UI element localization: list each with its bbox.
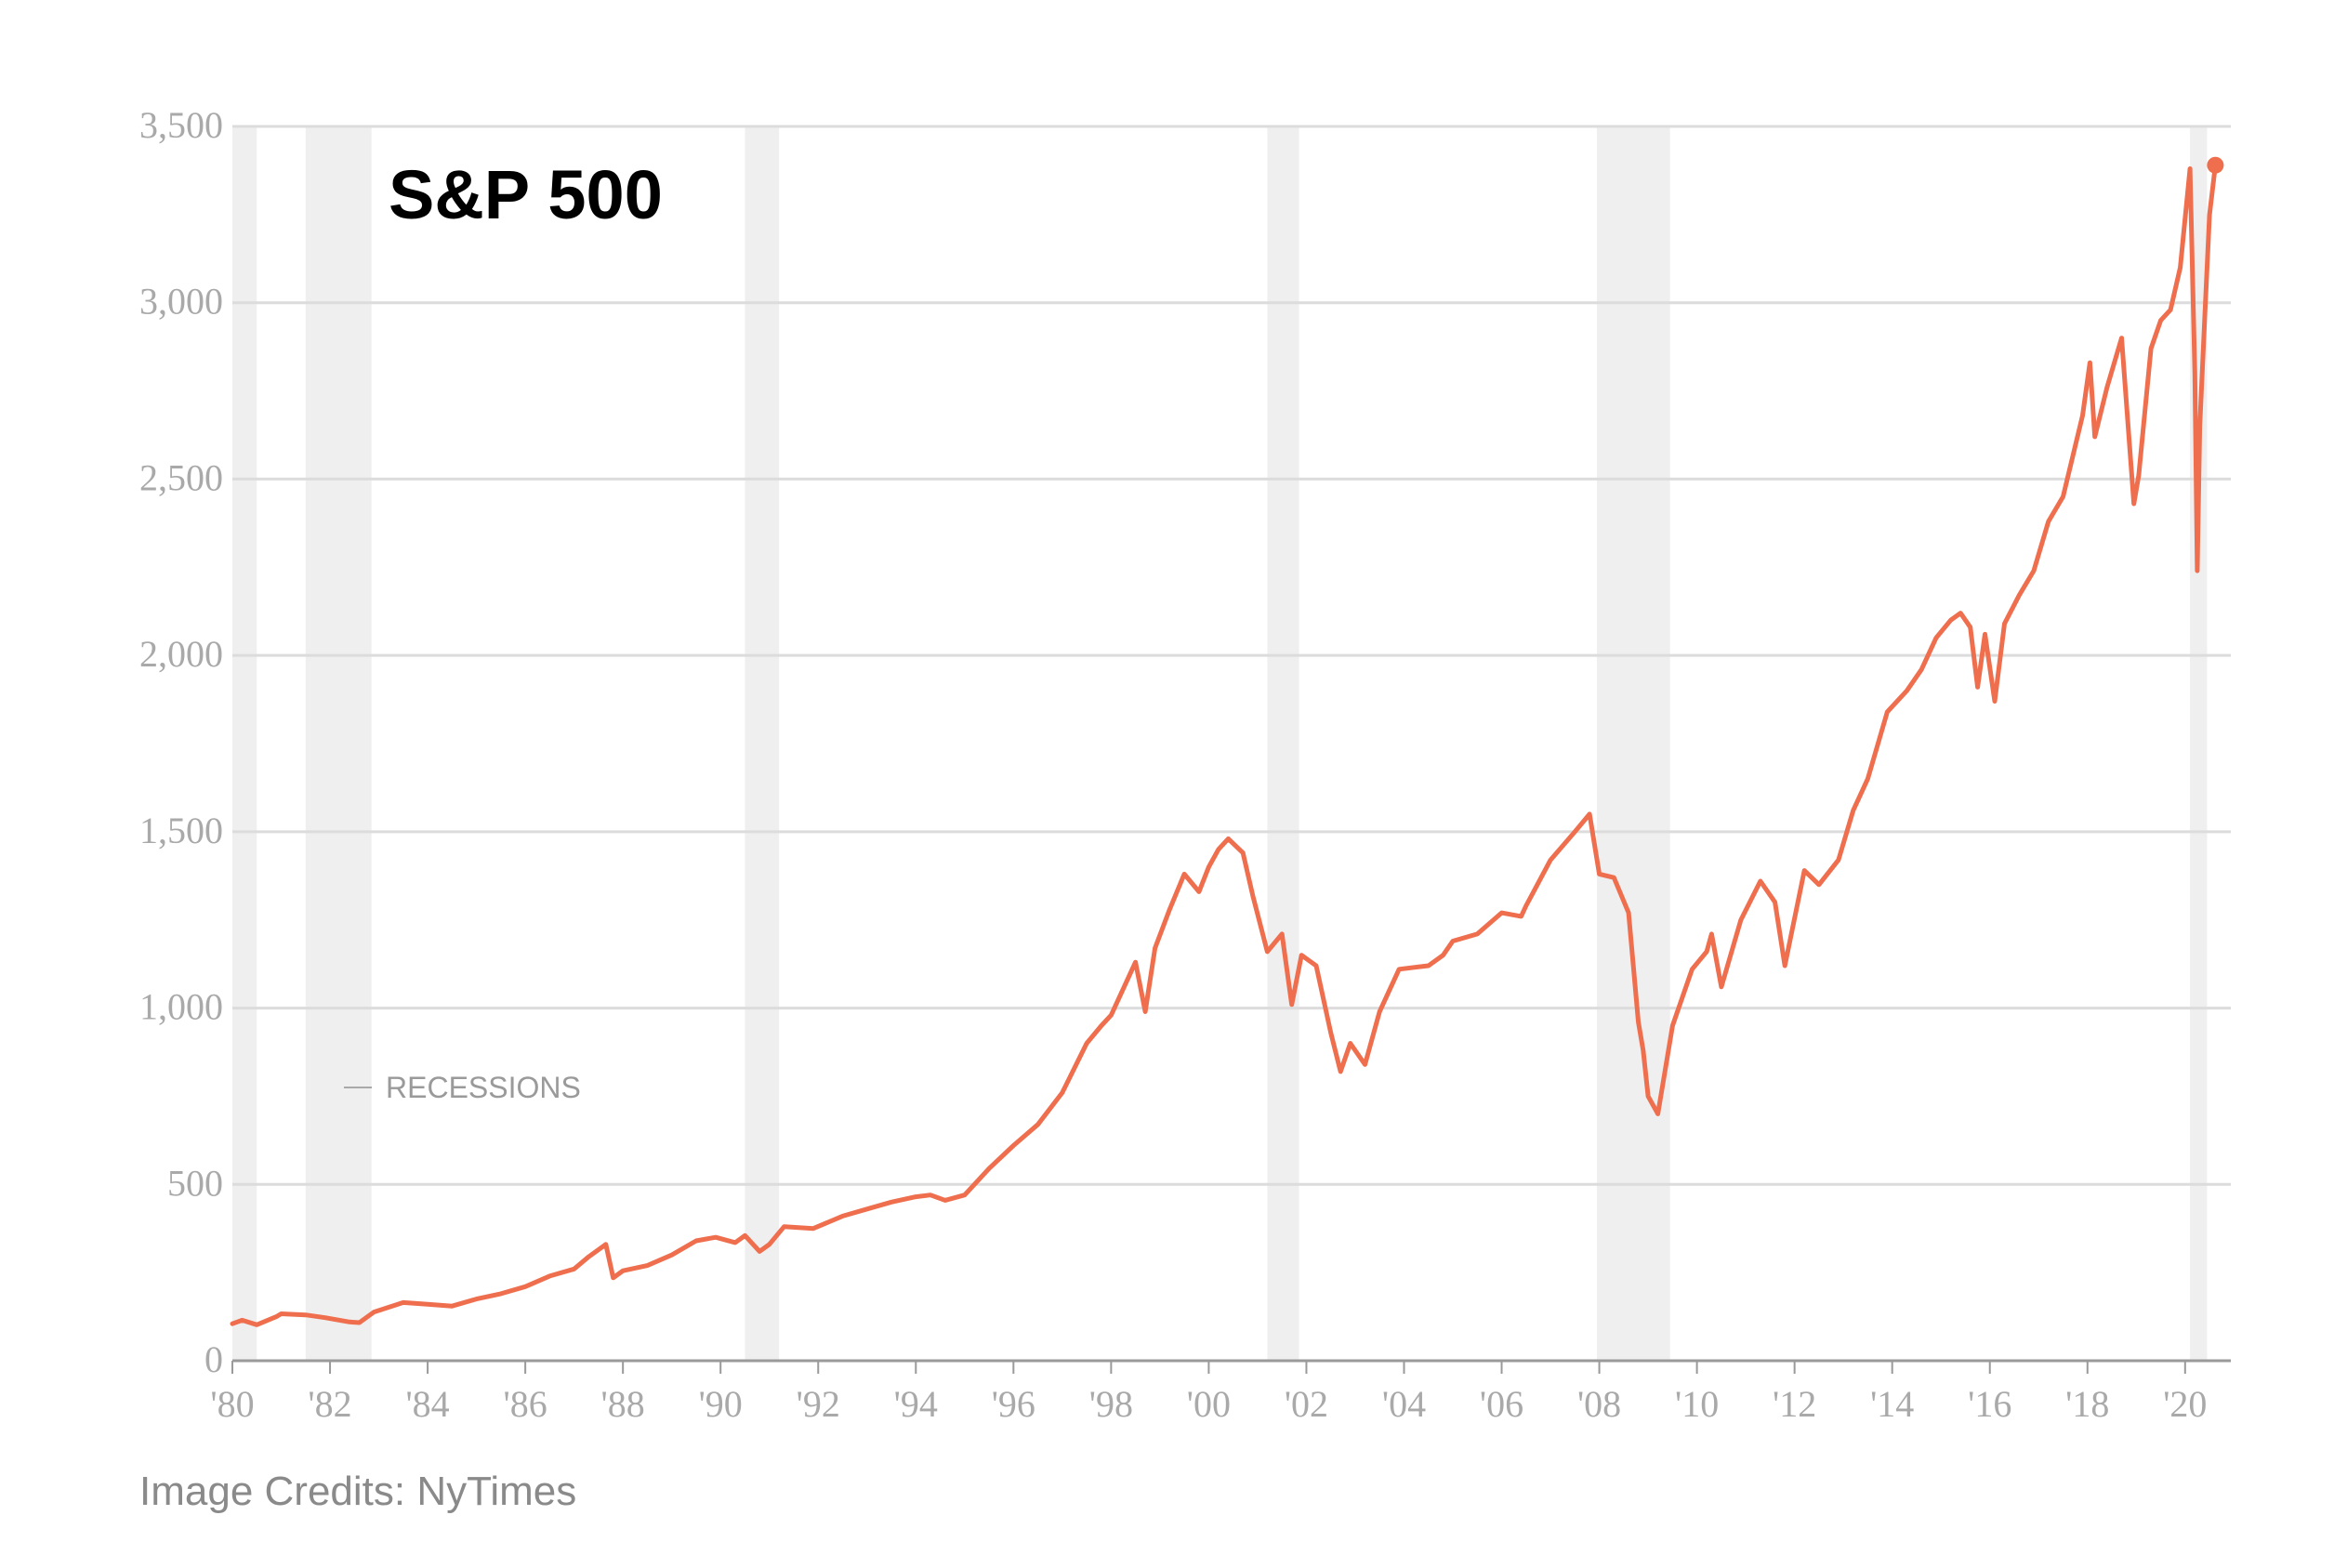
image-credit: Image Credits: NyTimes — [139, 1469, 577, 1514]
series-line-0 — [230, 163, 2218, 1327]
x-tick-label: '82 — [308, 1383, 351, 1425]
y-tick-label: 0 — [204, 1338, 223, 1380]
recession-band-1 — [305, 126, 372, 1361]
recession-band-0 — [232, 126, 257, 1361]
y-tick-label: 3,000 — [139, 281, 223, 323]
x-tick-label: '02 — [1285, 1383, 1328, 1425]
x-tick-label: '18 — [2065, 1383, 2109, 1425]
legend-recessions: RECESSIONS — [344, 1071, 581, 1104]
x-tick-label: '16 — [1968, 1383, 2011, 1425]
x-tick-label: '80 — [210, 1383, 254, 1425]
y-tick-label: 2,500 — [139, 456, 223, 498]
x-tick-label: '10 — [1675, 1383, 1719, 1425]
legend-label: RECESSIONS — [386, 1071, 581, 1104]
x-tick-label: '94 — [894, 1383, 938, 1425]
y-tick-label: 500 — [167, 1162, 223, 1204]
x-tick-label: '86 — [504, 1383, 547, 1425]
chart-title: S&P 500 — [389, 156, 663, 233]
x-tick-label: '06 — [1480, 1383, 1523, 1425]
x-axis: '80 '82 '84 '86 '88 '90 '92 '94 '96 '98 '00 '02 '04 '… — [210, 1361, 2207, 1425]
y-tick-label: 2,000 — [139, 633, 223, 675]
x-tick-label: '00 — [1187, 1383, 1231, 1425]
recession-band-2 — [745, 126, 780, 1361]
x-tick-label: '12 — [1773, 1383, 1816, 1425]
y-axis-ticks: 0 500 1,000 1,500 2,000 2,500 3,000 3,500 — [139, 104, 223, 1380]
y-tick-label: 1,500 — [139, 810, 223, 851]
y-tick-label: 3,500 — [139, 104, 223, 146]
y-tick-label: 1,000 — [139, 986, 223, 1028]
recession-bands — [232, 126, 2208, 1361]
x-tick-label: '20 — [2163, 1383, 2207, 1425]
x-tick-label: '14 — [1870, 1383, 1914, 1425]
gridlines — [232, 125, 2231, 1363]
recession-band-4 — [1596, 126, 1670, 1361]
x-tick-label: '04 — [1382, 1383, 1426, 1425]
x-tick-label: '98 — [1089, 1383, 1133, 1425]
end-point-marker — [2207, 156, 2224, 174]
x-tick-label: '90 — [699, 1383, 743, 1425]
x-tick-label: '92 — [797, 1383, 840, 1425]
x-tick-label: '96 — [992, 1383, 1035, 1425]
x-tick-label: '88 — [601, 1383, 645, 1425]
x-tick-label: '08 — [1577, 1383, 1621, 1425]
series-layer — [230, 156, 2224, 1327]
recession-band-3 — [1267, 126, 1299, 1361]
x-tick-label: '84 — [405, 1383, 449, 1425]
